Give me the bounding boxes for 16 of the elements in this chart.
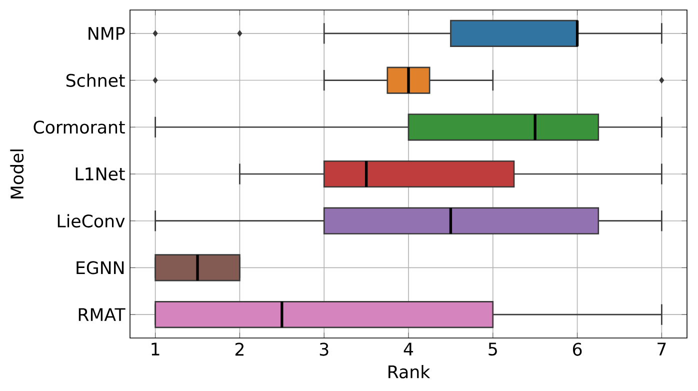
x-tick-label: 4 — [404, 342, 414, 356]
y-tick-label: RMAT — [78, 308, 126, 321]
x-tick-label: 2 — [235, 342, 244, 356]
x-tick-label: 6 — [572, 342, 582, 356]
y-tick-label: NMP — [88, 27, 125, 40]
x-tick-label: 3 — [320, 342, 328, 356]
x-tick-label: 1 — [152, 342, 160, 356]
y-axis-title: Model — [10, 150, 24, 198]
y-tick-label: LieConv — [58, 214, 125, 228]
x-tick-label: 7 — [658, 342, 666, 356]
y-tick-label: EGNN — [76, 261, 124, 274]
y-tick-label: L1Net — [76, 168, 125, 180]
y-tick-label: Cormorant — [34, 120, 125, 134]
x-tick-label: 5 — [488, 342, 497, 356]
x-axis-title: Rank — [388, 364, 430, 378]
y-tick-label: Schnet — [66, 74, 125, 87]
